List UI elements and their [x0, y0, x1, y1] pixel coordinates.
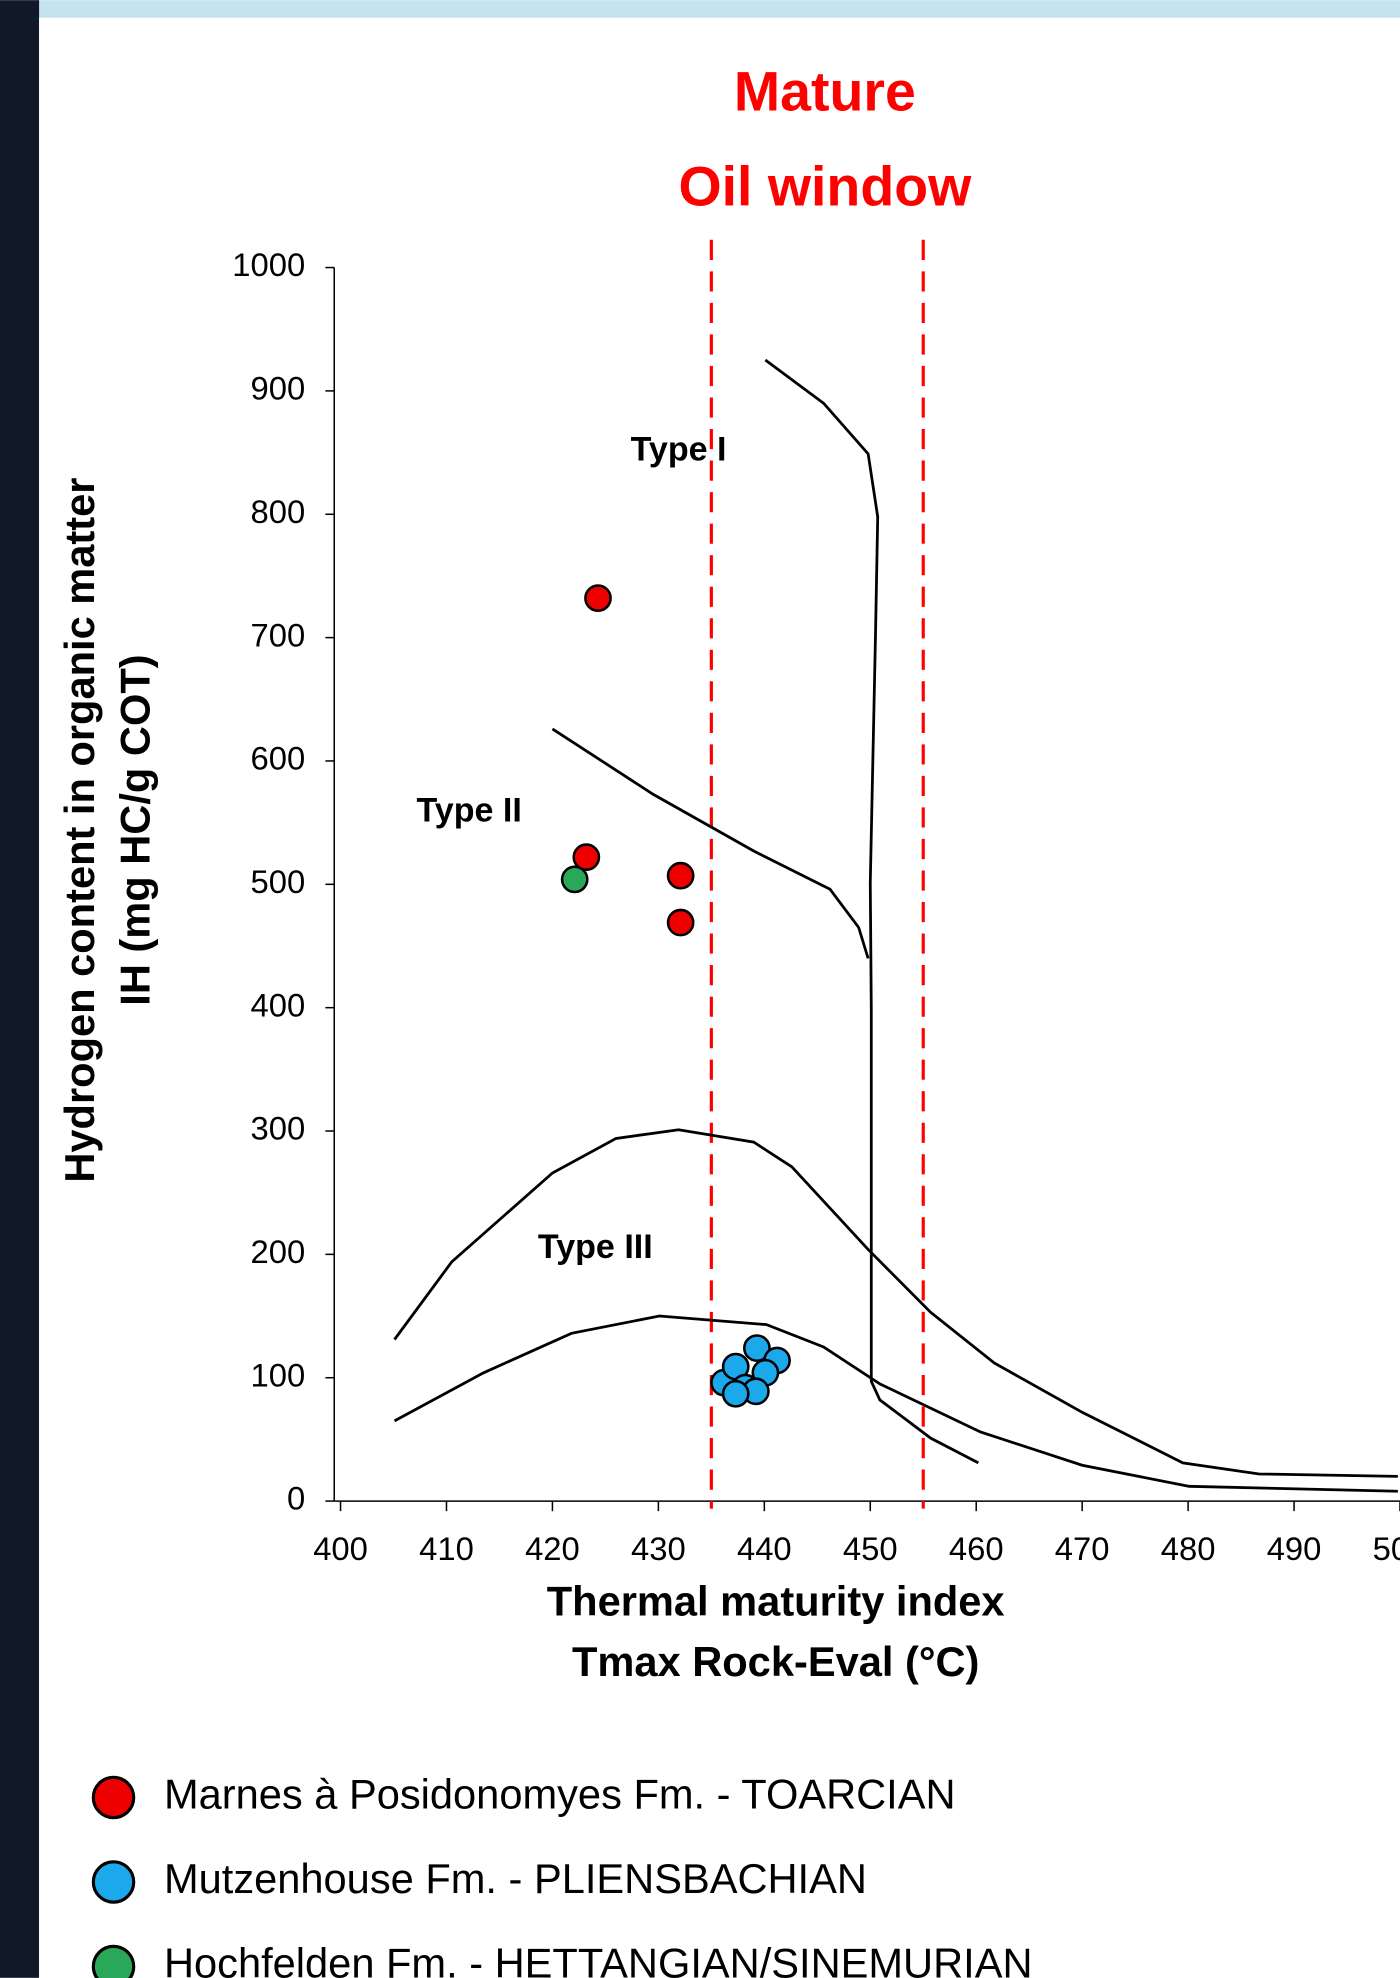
- type-label: Type I: [631, 431, 727, 469]
- y-tick-label: 800: [251, 493, 306, 530]
- y-tick-label: 200: [251, 1233, 306, 1270]
- point: [666, 861, 695, 890]
- legend-label: Marnes à Posidonomyes Fm. - TOARCIAN: [164, 1770, 956, 1817]
- oil-window-label: Oil window: [678, 155, 972, 217]
- y-tick-label: 400: [251, 986, 306, 1023]
- type-label: Type III: [538, 1228, 653, 1266]
- point: [584, 584, 612, 613]
- x-tick-label: 420: [525, 1530, 580, 1567]
- point: [572, 843, 601, 872]
- y-tick-label: 100: [251, 1356, 306, 1393]
- y-tick-label: 700: [251, 616, 306, 653]
- boundary-curve: [551, 727, 870, 959]
- y-tick-label: 1000: [232, 246, 305, 283]
- y-tick-label: 600: [251, 740, 306, 777]
- type-label: Type II: [417, 791, 522, 829]
- x-tick-label: 460: [949, 1530, 1004, 1567]
- point: [721, 1379, 750, 1408]
- x-tick-label: 430: [631, 1530, 686, 1567]
- side-bar: [0, 0, 40, 1978]
- x-tick-label: 440: [737, 1530, 792, 1567]
- y-axis-title: Hydrogen content in organic matter: [56, 478, 103, 1183]
- x-axis-title: Tmax Rock-Eval (°C): [572, 1638, 979, 1685]
- y-tick-label: 500: [251, 863, 306, 900]
- legend-marker: [91, 1944, 136, 1978]
- y-tick-label: 900: [251, 370, 306, 407]
- x-axis-title: Thermal maturity index: [547, 1577, 1005, 1624]
- panel: [39, 17, 1400, 1978]
- oil-window-label: Mature: [734, 61, 916, 123]
- legend-marker: [91, 1775, 136, 1820]
- boundary-curve: [393, 1128, 1398, 1478]
- legend-label: Mutzenhouse Fm. - PLIENSBACHIAN: [164, 1855, 867, 1902]
- y-tick-label: 300: [251, 1110, 306, 1147]
- legend-marker: [91, 1860, 136, 1904]
- y-axis-title: IH (mg HC/g COT): [112, 654, 159, 1005]
- boundary-curve: [764, 358, 979, 1465]
- x-tick-label: 500: [1373, 1530, 1400, 1567]
- x-tick-label: 450: [843, 1530, 898, 1567]
- x-tick-label: 470: [1055, 1530, 1110, 1567]
- point: [560, 865, 589, 894]
- x-tick-label: 480: [1161, 1530, 1216, 1567]
- x-tick-label: 490: [1267, 1530, 1322, 1567]
- x-tick-label: 410: [419, 1530, 474, 1567]
- legend-label: Hochfelden Fm. - HETTANGIAN/SINEMURIAN: [164, 1939, 1033, 1978]
- point: [666, 908, 695, 937]
- point: [743, 1334, 771, 1362]
- x-tick-label: 400: [313, 1530, 368, 1567]
- top-bar: [0, 0, 1400, 18]
- boundary-curve: [393, 1314, 1398, 1493]
- y-tick-label: 0: [287, 1480, 305, 1517]
